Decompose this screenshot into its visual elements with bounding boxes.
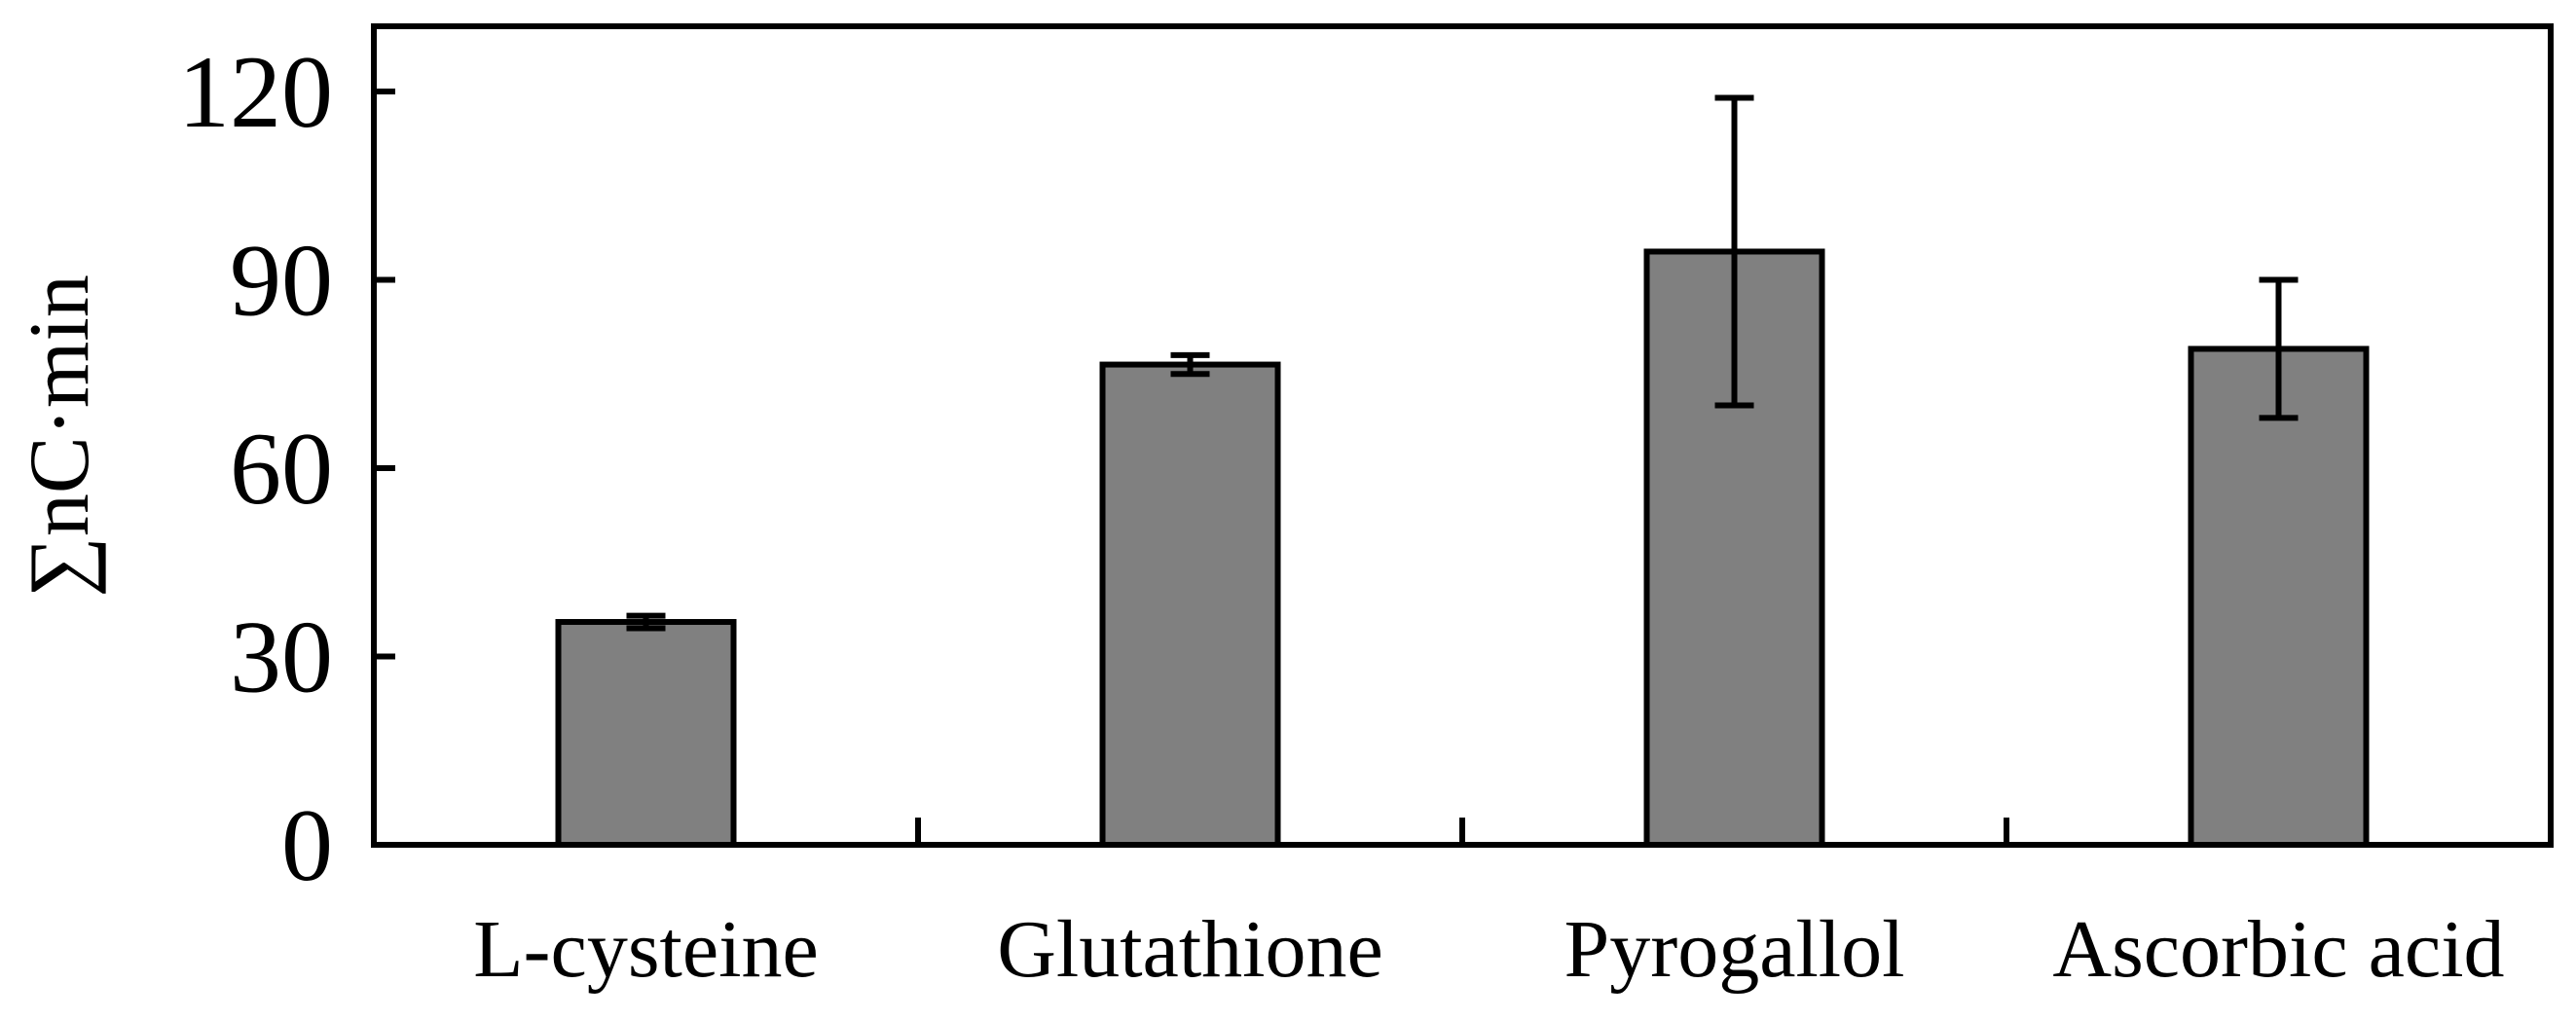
y-tick-label: 120 xyxy=(178,35,333,149)
y-tick-label: 60 xyxy=(230,412,333,526)
category-label: Ascorbic acid xyxy=(2052,904,2504,995)
y-axis-title: ∑nC·min xyxy=(13,274,107,598)
bar xyxy=(1643,248,1825,849)
x-axis-ticks xyxy=(915,818,2009,845)
y-tick-label: 30 xyxy=(230,601,333,714)
y-axis-ticks: 0 30 60 90 120 xyxy=(178,35,395,902)
y-tick-label: 90 xyxy=(230,224,333,338)
bar-series xyxy=(555,248,2370,849)
y-tick-label: 0 xyxy=(281,788,333,902)
bar xyxy=(1099,361,1281,848)
bar xyxy=(2188,346,2370,848)
category-labels: L-cysteine Glutathione Pyrogallol Ascorbic … xyxy=(473,904,2504,995)
category-label: Glutathione xyxy=(997,904,1383,995)
bar xyxy=(555,619,737,849)
error-bars xyxy=(626,94,2299,632)
category-label: Pyrogallol xyxy=(1564,904,1905,995)
category-label: L-cysteine xyxy=(473,904,819,995)
